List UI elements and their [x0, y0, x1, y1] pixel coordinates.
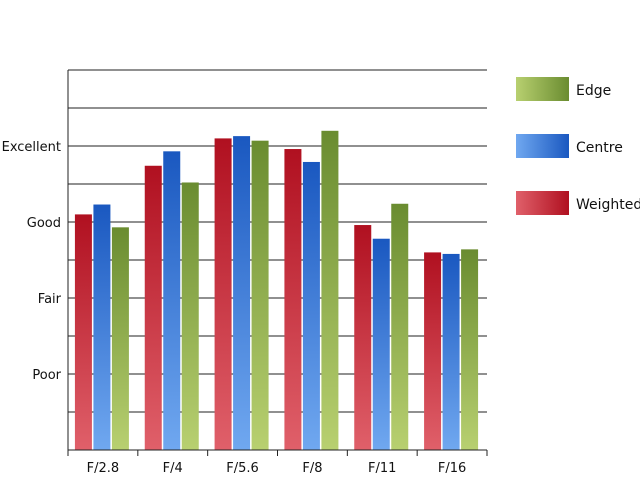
- y-tick-label: Good: [27, 216, 61, 231]
- bar-edge-F/16: [461, 249, 479, 450]
- bar-centre-F/2.8: [93, 204, 111, 450]
- gridlines: [68, 69, 487, 413]
- bar-centre-F/11: [372, 238, 390, 450]
- legend-label-centre: Centre: [576, 140, 623, 156]
- bar-weighted-F/8: [284, 149, 302, 451]
- axis-labels: Poor Fair Good Excellent F/2.8 F/4 F/5.6 F/8 F/1…: [2, 140, 467, 476]
- bar-weighted-F/2.8: [74, 214, 92, 450]
- bar-weighted-F/5.6: [214, 138, 232, 450]
- legend-swatch-weighted: [516, 191, 569, 215]
- bar-edge-F/4: [181, 182, 199, 451]
- axes: [67, 70, 488, 456]
- x-tick-label: F/2.8: [87, 461, 120, 476]
- bar-edge-F/11: [391, 203, 409, 450]
- legend-label-edge: Edge: [576, 83, 611, 99]
- bar-centre-F/4: [163, 151, 181, 450]
- x-tick-label: F/4: [163, 461, 183, 476]
- y-tick-label: Poor: [32, 368, 61, 383]
- bar-centre-F/16: [442, 253, 460, 450]
- bars: [74, 130, 479, 451]
- bar-weighted-F/4: [144, 165, 162, 450]
- bar-edge-F/8: [321, 130, 339, 451]
- bar-weighted-F/16: [424, 252, 442, 450]
- y-tick-label: Fair: [38, 292, 62, 307]
- bar-centre-F/5.6: [233, 136, 251, 450]
- x-tick-label: F/8: [302, 461, 322, 476]
- legend-swatch-edge: [516, 77, 569, 101]
- x-tick-label: F/16: [438, 461, 466, 476]
- x-tick-label: F/11: [368, 461, 396, 476]
- bar-edge-F/2.8: [111, 227, 129, 450]
- bar-weighted-F/11: [354, 225, 372, 450]
- bar-edge-F/5.6: [251, 140, 269, 450]
- x-tick-label: F/5.6: [226, 461, 259, 476]
- legend-swatch-centre: [516, 134, 569, 158]
- y-tick-label: Excellent: [2, 140, 61, 155]
- legend: Edge Centre Weighted: [516, 77, 640, 215]
- bar-centre-F/8: [302, 161, 320, 450]
- legend-label-weighted: Weighted: [576, 197, 640, 213]
